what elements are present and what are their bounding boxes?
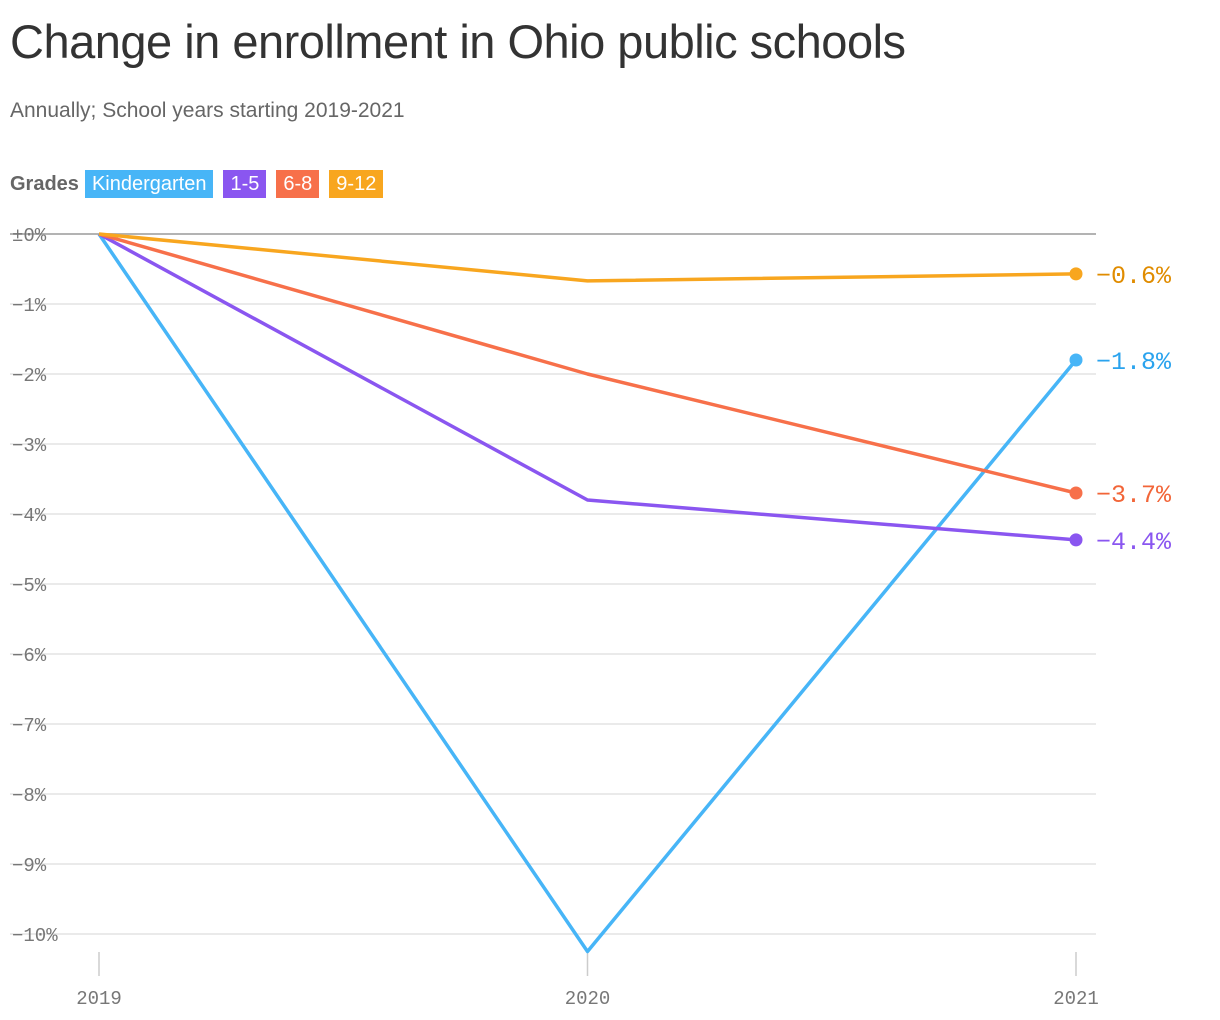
series-line: [98, 232, 1077, 283]
chart-title: Change in enrollment in Ohio public scho…: [10, 15, 906, 68]
series-line: [98, 232, 1077, 495]
y-tick-label: −8%: [12, 785, 47, 807]
legend-item-grades-9-12[interactable]: 9-12: [329, 170, 384, 198]
series-end-point: [1069, 486, 1083, 500]
series-end-point: [1069, 533, 1083, 547]
series-end-label: −3.7%: [1096, 481, 1172, 510]
series-end-point: [1069, 267, 1083, 281]
y-tick-label: −7%: [12, 715, 47, 737]
legend-item-kindergarten[interactable]: Kindergarten: [84, 170, 214, 198]
y-tick-label: ±0%: [12, 225, 47, 247]
chart-subtitle: Annually; School years starting 2019-202…: [10, 99, 405, 122]
series-line: [97, 233, 1078, 954]
legend: Grades Kindergarten 1-5 6-8 9-12: [10, 170, 393, 198]
y-tick-label: −2%: [12, 365, 47, 387]
x-tick-label: 2020: [565, 988, 611, 1010]
y-tick-label: −4%: [12, 505, 47, 527]
y-tick-label: −3%: [12, 435, 47, 457]
legend-item-grades-1-5[interactable]: 1-5: [223, 170, 267, 198]
series-end-point: [1069, 353, 1083, 367]
x-tick-label: 2019: [76, 988, 122, 1010]
y-tick-label: −10%: [12, 925, 58, 947]
y-tick-label: −9%: [12, 855, 47, 877]
y-tick-label: −6%: [12, 645, 47, 667]
series-end-label: −1.8%: [1096, 348, 1172, 377]
y-tick-label: −1%: [12, 295, 47, 317]
series-end-label: −4.4%: [1096, 528, 1172, 557]
y-tick-label: −5%: [12, 575, 47, 597]
legend-title: Grades: [10, 172, 79, 195]
x-tick-label: 2021: [1053, 988, 1099, 1010]
legend-item-grades-6-8[interactable]: 6-8: [276, 170, 320, 198]
series-end-label: −0.6%: [1096, 262, 1172, 291]
series-line: [98, 232, 1077, 542]
